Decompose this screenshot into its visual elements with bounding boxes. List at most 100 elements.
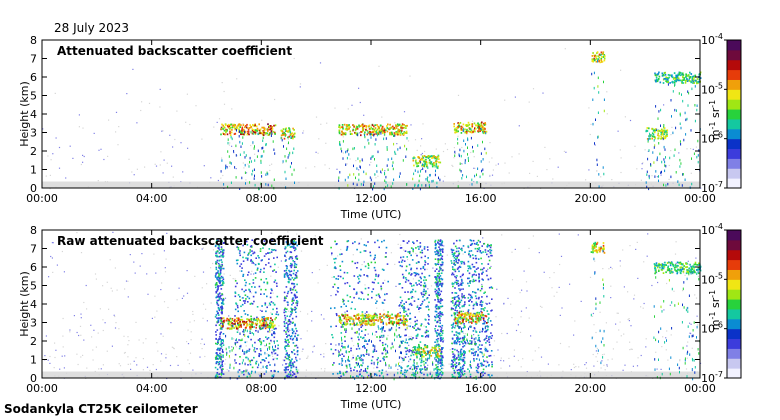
y-tick-label: 6 <box>30 71 37 84</box>
y-tick-label: 1 <box>30 164 37 177</box>
colorbar-tick-label: 10-4 <box>701 222 723 237</box>
y-tick-label: 8 <box>30 224 37 237</box>
colorbar: 10-7 10-6 10-5 10-4 m-1 sr-1 <box>701 222 742 385</box>
colorbar-segment <box>727 49 741 61</box>
x-tick-label: 12:00 <box>355 192 387 205</box>
x-tick-label: 20:00 <box>574 382 606 395</box>
colorbar-label: m-1 sr-1 <box>708 290 722 330</box>
colorbar-segment <box>727 178 741 189</box>
colorbar-segment <box>727 118 741 130</box>
x-tick-label: 04:00 <box>136 192 168 205</box>
cirrus <box>654 71 702 189</box>
x-tick-label: 16:00 <box>465 382 497 395</box>
x-tick-label: 04:00 <box>136 382 168 395</box>
colorbar-frame <box>726 229 742 379</box>
colorbar-segment <box>727 279 741 290</box>
colorbar-segment <box>727 239 741 251</box>
plot-area <box>42 230 700 378</box>
backscatter-panel-2: Raw attenuated backscatter coefficient 0 1… <box>18 224 716 411</box>
aerosol-layer <box>453 311 488 380</box>
x-tick-label: 00:00 <box>684 192 716 205</box>
y-tick-label: 8 <box>30 34 37 47</box>
colorbar-label: m-1 sr-1 <box>708 100 722 140</box>
y-axis-label: Height (km) <box>18 81 31 147</box>
plot-area <box>42 40 700 188</box>
y-tick-label: 7 <box>30 243 37 256</box>
x-tick-label: 00:00 <box>26 192 58 205</box>
y-tick-label: 6 <box>30 261 37 274</box>
colorbar-segment <box>727 348 741 359</box>
aerosol-layer <box>338 123 408 191</box>
y-tick-label: 5 <box>30 90 37 103</box>
colorbar-segment <box>727 148 741 159</box>
colorbar-segment <box>727 249 741 261</box>
y-tick-label: 3 <box>30 127 37 140</box>
colorbar-frame <box>726 39 742 189</box>
instrument-label: Sodankyla CT25K ceilometer <box>4 402 198 416</box>
colorbar-tick-label: 10-7 <box>701 180 723 195</box>
x-tick-label: 08:00 <box>245 382 277 395</box>
y-tick-label: 4 <box>30 298 37 311</box>
colorbar-segment <box>727 259 741 270</box>
colorbar-segment <box>727 158 741 169</box>
colorbar-tick-label: 10-5 <box>701 271 723 286</box>
dense-noise-band <box>283 239 299 380</box>
colorbar-segment <box>727 358 741 369</box>
mid-cloud <box>645 127 669 191</box>
x-tick-label: 00:00 <box>26 382 58 395</box>
colorbar-tick-label: 10-5 <box>701 81 723 96</box>
colorbar-tick-label: 10-6 <box>701 131 723 146</box>
colorbar-tick-label: 10-7 <box>701 370 723 385</box>
x-tick-label: 00:00 <box>684 382 716 395</box>
y-tick-label: 3 <box>30 317 37 330</box>
x-tick-label: 08:00 <box>245 192 277 205</box>
aerosol-layer <box>453 121 488 188</box>
aerosol-layer <box>220 123 277 191</box>
colorbar-segment <box>727 318 741 330</box>
x-tick-label: 20:00 <box>574 192 606 205</box>
x-tick-label: 12:00 <box>355 382 387 395</box>
colorbar-segment <box>727 128 741 140</box>
colorbar-segment <box>727 289 741 300</box>
y-tick-label: 0 <box>30 372 37 385</box>
colorbar-segment <box>727 99 741 110</box>
y-tick-label: 0 <box>30 182 37 195</box>
colorbar-segment <box>727 79 741 90</box>
colorbar-tick-label: 10-4 <box>701 32 723 47</box>
colorbar-segment <box>727 69 741 80</box>
colorbar-tick-label: 10-6 <box>701 321 723 336</box>
y-tick-label: 2 <box>30 335 37 348</box>
y-tick-label: 4 <box>30 108 37 121</box>
dense-noise-band <box>434 239 444 380</box>
colorbar-segment <box>727 109 741 120</box>
colorbar-segment <box>727 138 741 150</box>
colorbar: 10-7 10-6 10-5 10-4 m-1 sr-1 <box>701 32 742 195</box>
x-axis-label: Time (UTC) <box>340 398 402 411</box>
colorbar-segment <box>727 368 741 379</box>
colorbar-segment <box>727 40 741 51</box>
y-tick-label: 2 <box>30 145 37 158</box>
colorbar-segment <box>727 89 741 100</box>
y-axis-label: Height (km) <box>18 271 31 337</box>
colorbar-segment <box>727 299 741 310</box>
low-cloud <box>412 154 442 191</box>
x-axis-label: Time (UTC) <box>340 208 402 221</box>
dense-noise-band <box>467 239 494 379</box>
panel-title: Raw attenuated backscatter coefficient <box>57 234 324 248</box>
colorbar-segment <box>727 230 741 241</box>
colorbar-segment <box>727 338 741 349</box>
colorbar-segment <box>727 269 741 280</box>
colorbar-segment <box>727 168 741 179</box>
colorbar-segment <box>727 328 741 340</box>
x-tick-label: 16:00 <box>465 192 497 205</box>
y-tick-label: 7 <box>30 53 37 66</box>
date-label: 28 July 2023 <box>54 21 130 35</box>
colorbar-segment <box>727 308 741 320</box>
colorbar-segment <box>727 59 741 71</box>
panel-title: Attenuated backscatter coefficient <box>57 44 292 58</box>
y-tick-label: 5 <box>30 280 37 293</box>
y-tick-label: 1 <box>30 354 37 367</box>
aerosol-layer <box>220 317 276 380</box>
cirrus <box>591 51 606 188</box>
